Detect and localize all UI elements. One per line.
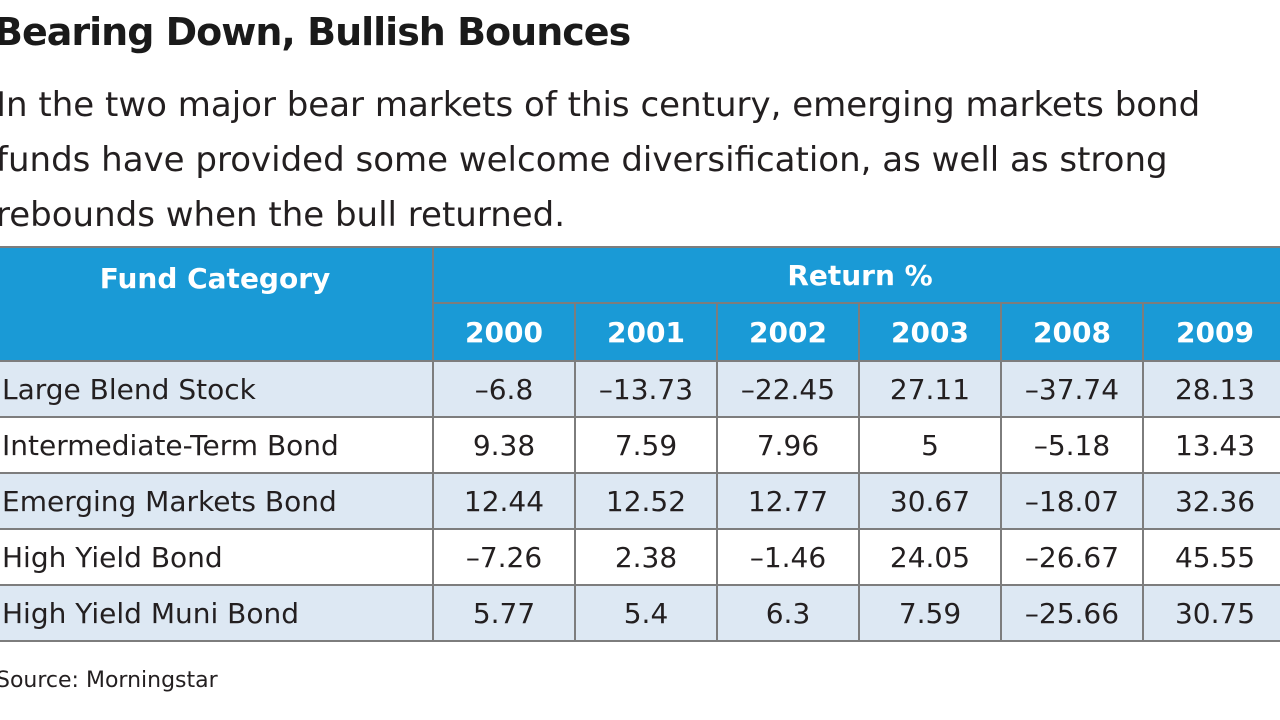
return-value-cell: –25.66 (1000, 584, 1144, 642)
return-value-cell: 12.44 (432, 472, 576, 530)
return-value-cell: –6.8 (432, 360, 576, 418)
return-value-cell: 13.43 (1141, 416, 1280, 474)
return-value-cell: 12.77 (716, 472, 860, 530)
return-value-cell: 5.77 (432, 584, 576, 642)
returns-table: Fund Category Return % 2000 2001 2002 2003 2… (0, 246, 1280, 642)
return-value-cell: –7.26 (432, 528, 576, 586)
year-header-row: 2000 2001 2002 2003 2008 2009 (0, 302, 1280, 362)
return-value-cell: 30.67 (858, 472, 1002, 530)
return-value-cell: 32.36 (1141, 472, 1280, 530)
year-header: 2009 (1141, 302, 1280, 362)
table-row: High Yield Muni Bond 5.77 5.4 6.3 7.59 –25.66… (0, 584, 1280, 642)
return-value-cell: 24.05 (858, 528, 1002, 586)
table-row: High Yield Bond –7.26 2.38 –1.46 24.05 –26.67… (0, 528, 1280, 586)
year-header: 2008 (1000, 302, 1144, 362)
return-value-cell: 45.55 (1141, 528, 1280, 586)
return-value-cell: –26.67 (1000, 528, 1144, 586)
return-value-cell: 12.52 (574, 472, 718, 530)
chart-subtitle: In the two major bear markets of this ce… (0, 78, 1280, 243)
year-header: 2001 (574, 302, 718, 362)
return-value-cell: –1.46 (716, 528, 860, 586)
year-header: 2003 (858, 302, 1002, 362)
fund-category-cell: Large Blend Stock (0, 360, 434, 418)
return-value-cell: 2.38 (574, 528, 718, 586)
fund-category-cell: Emerging Markets Bond (0, 472, 434, 530)
table-body: Large Blend Stock –6.8 –13.73 –22.45 27.11 –3… (0, 360, 1280, 642)
return-value-cell: 5 (858, 416, 1002, 474)
return-value-cell: –18.07 (1000, 472, 1144, 530)
table-row: Emerging Markets Bond 12.44 12.52 12.77 30.6… (0, 472, 1280, 530)
return-value-cell: 7.96 (716, 416, 860, 474)
return-value-cell: 5.4 (574, 584, 718, 642)
fund-category-cell: High Yield Muni Bond (0, 584, 434, 642)
return-value-cell: –5.18 (1000, 416, 1144, 474)
return-value-cell: 6.3 (716, 584, 860, 642)
return-value-cell: 27.11 (858, 360, 1002, 418)
subtitle-line: funds have provided some welcome diversi… (0, 140, 1168, 180)
chart-title: Bearing Down, Bullish Bounces (0, 10, 631, 54)
source-note: Source: Morningstar (0, 668, 218, 693)
return-value-cell: –22.45 (716, 360, 860, 418)
return-value-cell: 28.13 (1141, 360, 1280, 418)
return-value-cell: –37.74 (1000, 360, 1144, 418)
fund-category-header: Fund Category (0, 246, 434, 362)
subtitle-line: rebounds when the bull returned. (0, 195, 566, 235)
return-value-cell: 7.59 (858, 584, 1002, 642)
fund-category-cell: High Yield Bond (0, 528, 434, 586)
return-value-cell: 30.75 (1141, 584, 1280, 642)
fund-category-cell: Intermediate-Term Bond (0, 416, 434, 474)
return-value-cell: 9.38 (432, 416, 576, 474)
table-row: Large Blend Stock –6.8 –13.73 –22.45 27.11 –3… (0, 360, 1280, 418)
return-value-cell: 7.59 (574, 416, 718, 474)
year-header: 2002 (716, 302, 860, 362)
return-value-cell: –13.73 (574, 360, 718, 418)
table-row: Intermediate-Term Bond 9.38 7.59 7.96 5 –5.18… (0, 416, 1280, 474)
return-percent-header: Return % (431, 246, 1280, 304)
year-header: 2000 (432, 302, 576, 362)
subtitle-line: In the two major bear markets of this ce… (0, 85, 1201, 125)
